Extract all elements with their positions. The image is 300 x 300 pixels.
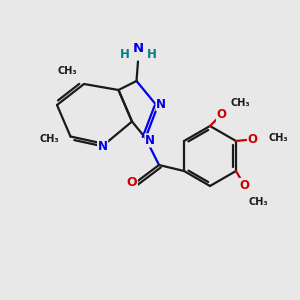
Text: O: O <box>217 108 226 121</box>
Text: H: H <box>147 48 156 62</box>
Text: CH₃: CH₃ <box>58 65 77 76</box>
Text: O: O <box>239 178 249 191</box>
Text: N: N <box>132 41 144 55</box>
Text: N: N <box>145 134 155 147</box>
Text: CH₃: CH₃ <box>268 133 288 143</box>
Text: N: N <box>98 140 108 153</box>
Text: CH₃: CH₃ <box>40 134 59 145</box>
Text: N: N <box>156 98 166 111</box>
Text: O: O <box>248 133 257 146</box>
Text: CH₃: CH₃ <box>231 98 250 108</box>
Text: CH₃: CH₃ <box>249 197 268 207</box>
Text: O: O <box>127 176 137 190</box>
Text: H: H <box>120 48 129 62</box>
